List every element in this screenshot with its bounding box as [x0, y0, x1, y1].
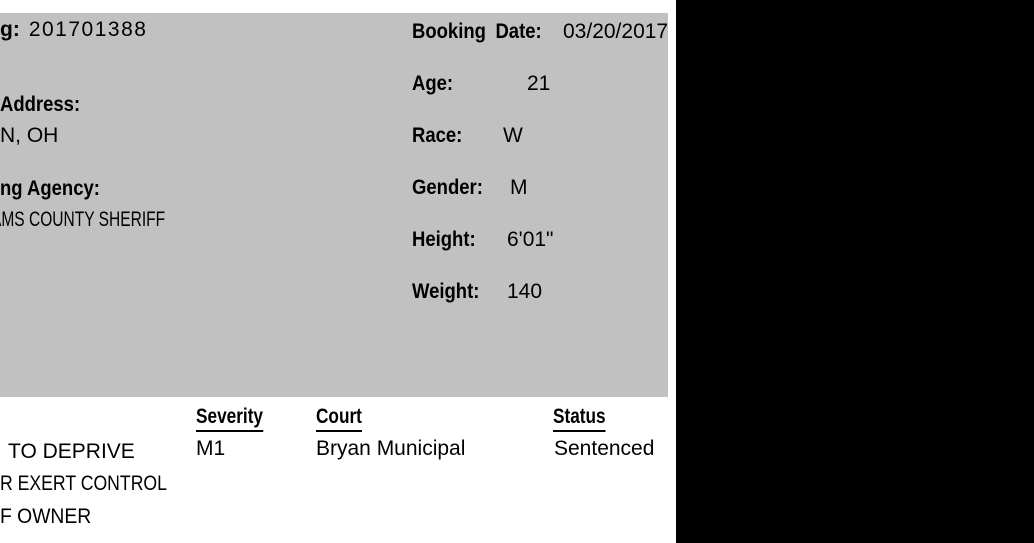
charge-status: Sentenced — [554, 437, 655, 460]
booking-label-fragment: g: — [0, 18, 20, 41]
charge-description-line-2: R EXERT CONTROL — [0, 472, 167, 495]
inmate-info-panel — [0, 13, 668, 397]
field-value-height: 6'01" — [507, 228, 554, 251]
field-label-booking-date: Booking Date: — [412, 20, 542, 43]
field-value-gender: M — [510, 176, 528, 199]
charges-header-severity: Severity — [196, 405, 264, 432]
booking-number-line: g: 201701388 — [0, 18, 147, 42]
address-city-fragment: N, OH — [0, 124, 59, 147]
charges-header-court: Court — [316, 405, 362, 432]
redacted-region — [676, 0, 1034, 543]
address-label-fragment: Address: — [0, 93, 81, 116]
charge-description-line-3: F OWNER — [0, 505, 92, 528]
field-label-gender: Gender: — [412, 176, 483, 199]
agency-label-fragment: ng Agency: — [0, 177, 100, 200]
field-label-height: Height: — [412, 228, 476, 251]
field-label-weight: Weight: — [412, 280, 480, 303]
booking-number: 201701388 — [28, 18, 148, 41]
field-value-weight: 140 — [507, 280, 543, 303]
charge-severity: M1 — [196, 437, 226, 460]
field-label-age: Age: — [412, 72, 454, 95]
charge-description-line-1: TO DEPRIVE — [8, 440, 135, 463]
field-label-race: Race: — [412, 124, 463, 147]
agency-name-fragment: AMS COUNTY SHERIFF — [0, 208, 166, 231]
field-value-race: W — [503, 124, 523, 147]
charge-court: Bryan Municipal — [316, 437, 466, 460]
field-value-booking-date: 03/20/2017 — [563, 20, 669, 43]
charges-header-status: Status — [553, 405, 606, 432]
field-value-age: 21 — [527, 72, 551, 95]
